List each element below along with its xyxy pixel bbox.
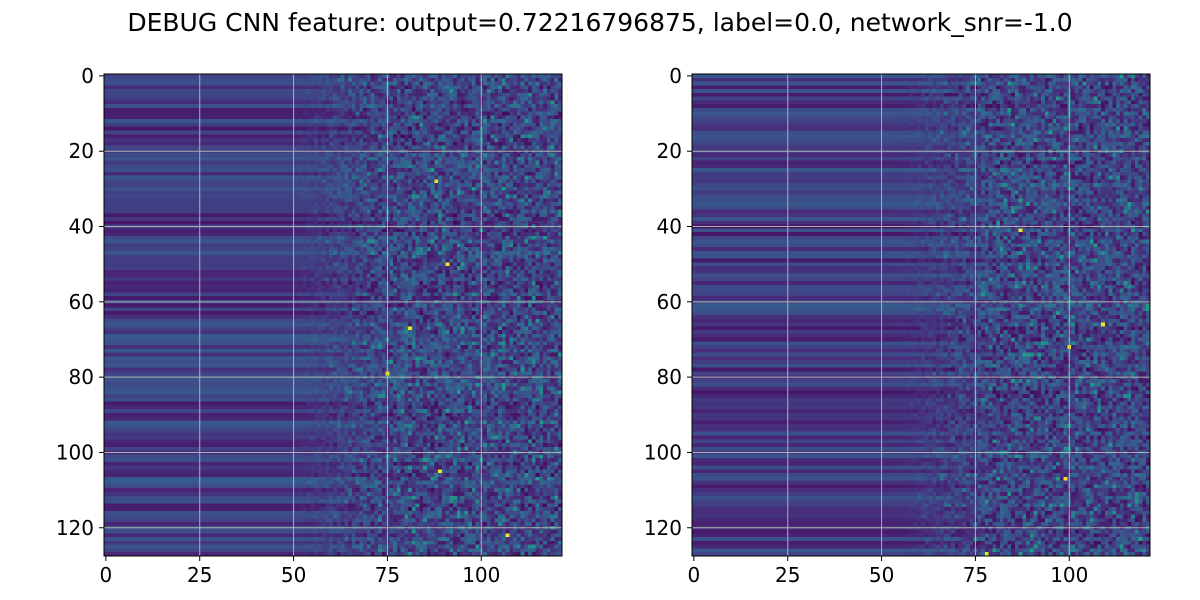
- y-tick-label: 0: [81, 64, 94, 88]
- y-tick-label: 80: [657, 365, 682, 389]
- x-tick-label: 0: [688, 563, 701, 587]
- x-tick-label: 50: [281, 563, 306, 587]
- y-tick-label: 20: [69, 139, 94, 163]
- axes-frame: [691, 73, 1151, 557]
- heatmap-panel-left: 0 25 50 75 100 0 20 40 60 80 100 120: [56, 64, 563, 587]
- x-tick-label: 25: [187, 563, 212, 587]
- y-tick-label: 60: [657, 290, 682, 314]
- x-tick-label: 75: [375, 563, 400, 587]
- y-tick-label: 100: [56, 440, 94, 464]
- y-tick-label: 80: [69, 365, 94, 389]
- y-tick-label: 20: [657, 139, 682, 163]
- x-tick-label: 100: [462, 563, 500, 587]
- y-tick-label: 0: [669, 64, 682, 88]
- x-tick-label: 0: [100, 563, 113, 587]
- axes-frame: [103, 73, 563, 557]
- heatmap-panel-right: 0 25 50 75 100 0 20 40 60 80 100 120: [644, 64, 1151, 587]
- y-tick-label: 100: [644, 440, 682, 464]
- y-tick-label: 120: [644, 516, 682, 540]
- figure-title: DEBUG CNN feature: output=0.72216796875,…: [127, 8, 1073, 37]
- x-tick-label: 50: [869, 563, 894, 587]
- y-tick-label: 120: [56, 516, 94, 540]
- heatmap-image: [104, 74, 562, 556]
- y-tick-label: 60: [69, 290, 94, 314]
- y-tick-label: 40: [69, 215, 94, 239]
- x-tick-label: 75: [963, 563, 988, 587]
- y-tick-label: 40: [657, 215, 682, 239]
- x-tick-label: 100: [1050, 563, 1088, 587]
- heatmap-image: [692, 74, 1150, 556]
- x-tick-label: 25: [775, 563, 800, 587]
